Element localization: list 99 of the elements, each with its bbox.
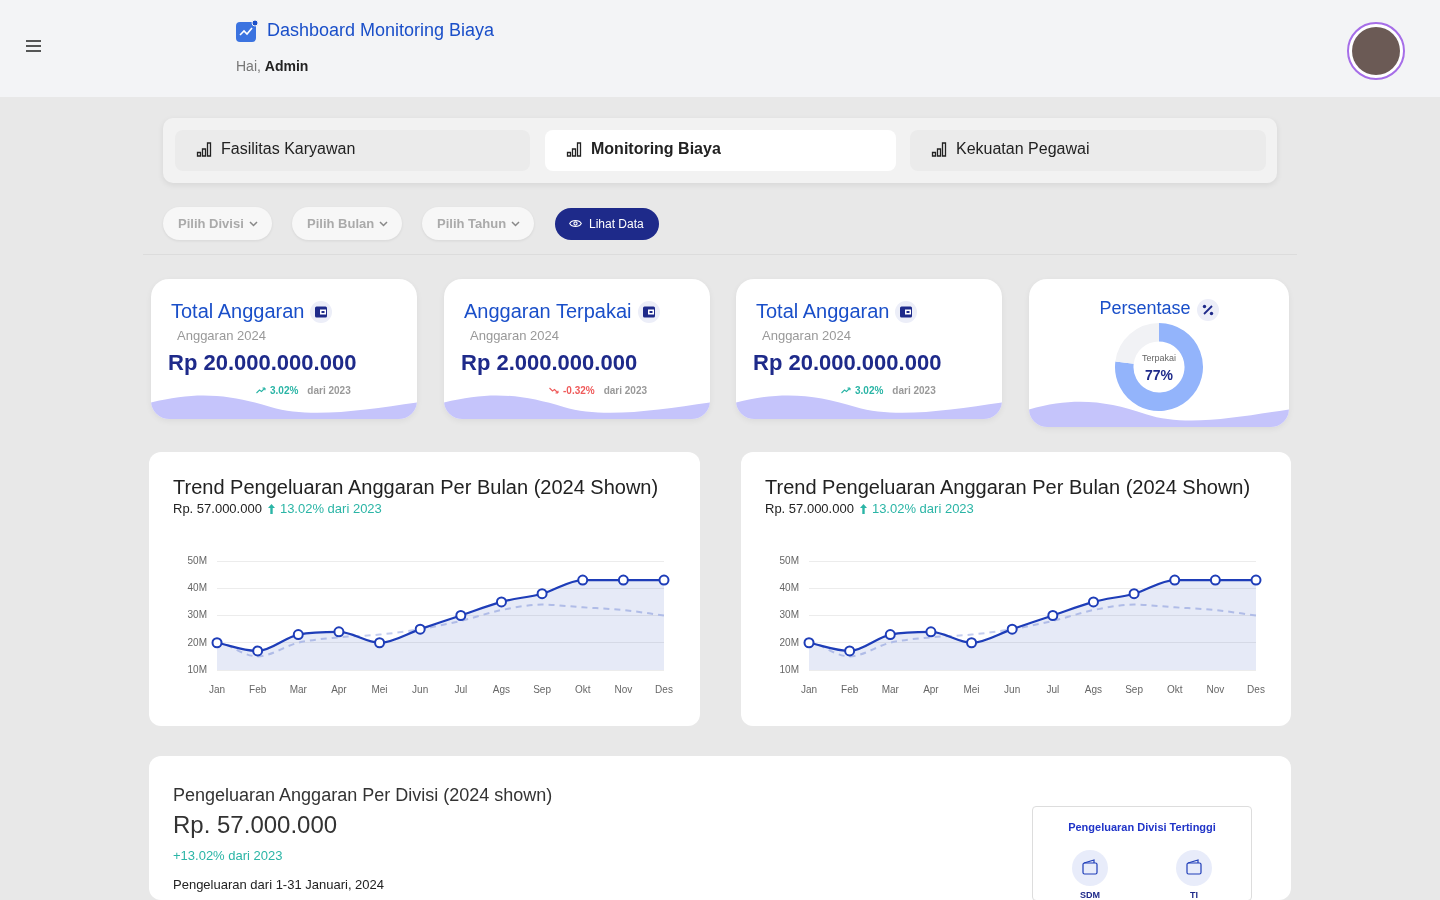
text: Pengeluaran Divisi Tertinggi bbox=[1067, 821, 1217, 835]
chart-subtitle: Rp. 57.000.000 bbox=[765, 501, 854, 517]
y-tick-label: 20M bbox=[187, 636, 207, 648]
text: Pilih Tahun bbox=[437, 216, 507, 232]
y-tick-label: 40M bbox=[187, 582, 207, 593]
point bbox=[844, 645, 856, 657]
x-tick-label: Nov bbox=[1206, 683, 1225, 695]
point bbox=[1006, 623, 1018, 635]
x-tick-label: Jun bbox=[412, 683, 429, 695]
x-tick-label: Apr bbox=[331, 683, 348, 695]
text: 13.02% dari 2023 bbox=[871, 501, 974, 517]
point bbox=[455, 610, 467, 621]
x-tick-label: Jul bbox=[454, 683, 468, 695]
x-tick-label: Sep bbox=[1125, 683, 1144, 695]
text: Lihat Data bbox=[589, 216, 644, 232]
text: Anggaran 2024 bbox=[470, 328, 559, 344]
y-tick-label: 10M bbox=[187, 663, 207, 675]
text: Monitoring Biaya bbox=[591, 139, 721, 159]
x-tick-label: Mei bbox=[963, 683, 980, 695]
point bbox=[211, 637, 223, 649]
text: -0.32% bbox=[563, 385, 595, 397]
y-tick-label: 40M bbox=[779, 582, 799, 593]
text: Pengeluaran dari 1-31 Januari, 2024 bbox=[173, 877, 385, 893]
y-tick-label: 20M bbox=[779, 636, 799, 648]
text: Hai, bbox=[236, 57, 261, 74]
point bbox=[966, 637, 978, 649]
text: TI bbox=[1189, 889, 1199, 900]
x-tick-label: Jun bbox=[1004, 683, 1021, 695]
text: Kekuatan Pegawai bbox=[956, 139, 1090, 159]
point bbox=[577, 574, 589, 586]
point bbox=[1250, 574, 1262, 586]
chart-title: Trend Pengeluaran Anggaran Per Bulan (2024 Shown) bbox=[765, 475, 1251, 499]
text: Pengeluaran Anggaran Per Divisi (2024 shown) bbox=[173, 785, 553, 807]
text: Pilih Divisi bbox=[178, 216, 244, 232]
y-tick-label: 50M bbox=[779, 554, 799, 566]
point bbox=[252, 645, 264, 657]
x-tick-label: Jan bbox=[208, 683, 226, 695]
text: Anggaran 2024 bbox=[177, 328, 266, 344]
point bbox=[1209, 574, 1221, 586]
chart-title: Persentase bbox=[1099, 298, 1191, 320]
text: Rp 2.000.000.000 bbox=[461, 349, 638, 377]
point bbox=[374, 637, 386, 649]
text: 3.02% bbox=[270, 385, 299, 397]
point bbox=[292, 629, 304, 641]
y-tick-label: 30M bbox=[187, 609, 207, 621]
y-tick-label: 30M bbox=[779, 609, 799, 621]
text: Admin bbox=[264, 57, 309, 74]
text: dari 2023 bbox=[307, 385, 351, 397]
x-tick-label: Feb bbox=[249, 683, 267, 695]
text: 3.02% bbox=[855, 385, 884, 397]
text: Rp 20.000.000.000 bbox=[168, 349, 357, 377]
point bbox=[925, 626, 937, 638]
x-tick-label: Mar bbox=[881, 683, 900, 695]
x-tick-label: Jan bbox=[800, 683, 818, 695]
x-tick-label: Mei bbox=[371, 683, 388, 695]
point bbox=[1169, 574, 1181, 586]
text: Pilih Bulan bbox=[307, 216, 375, 232]
x-tick-label: Des bbox=[1247, 683, 1265, 695]
x-tick-label: Des bbox=[655, 683, 673, 695]
x-tick-label: Apr bbox=[923, 683, 940, 695]
text: Fasilitas Karyawan bbox=[221, 139, 356, 159]
text: dari 2023 bbox=[892, 385, 936, 397]
text: Anggaran 2024 bbox=[762, 328, 851, 344]
point bbox=[414, 623, 426, 635]
point bbox=[495, 596, 507, 608]
point bbox=[658, 574, 670, 586]
point bbox=[1087, 596, 1099, 608]
text: Rp. 57.000.000 bbox=[173, 810, 338, 840]
data-label: 77% bbox=[1144, 366, 1174, 383]
point bbox=[1047, 610, 1059, 621]
text: Dashboard Monitoring Biaya bbox=[267, 20, 495, 42]
text: Anggaran Terpakai bbox=[464, 299, 632, 323]
chart-title: Trend Pengeluaran Anggaran Per Bulan (2024 Shown) bbox=[173, 475, 659, 499]
chart-subtitle: Rp. 57.000.000 bbox=[173, 501, 262, 517]
point bbox=[617, 574, 629, 586]
slice-label: Terpakai bbox=[1141, 353, 1177, 364]
x-tick-label: Feb bbox=[841, 683, 859, 695]
text: Rp 20.000.000.000 bbox=[753, 349, 942, 377]
text: Total Anggaran bbox=[756, 299, 890, 323]
point bbox=[333, 626, 345, 638]
text: SDM bbox=[1079, 889, 1101, 900]
x-tick-label: Nov bbox=[614, 683, 633, 695]
x-tick-label: Okt bbox=[1166, 683, 1183, 695]
y-tick-label: 10M bbox=[779, 663, 799, 675]
y-tick-label: 50M bbox=[187, 554, 207, 566]
x-tick-label: Okt bbox=[574, 683, 591, 695]
text: +13.02% dari 2023 bbox=[173, 848, 283, 864]
text: Total Anggaran bbox=[171, 299, 305, 323]
x-tick-label: Jul bbox=[1046, 683, 1060, 695]
x-tick-label: Sep bbox=[533, 683, 552, 695]
point bbox=[536, 588, 548, 600]
point bbox=[884, 629, 896, 641]
text: 13.02% dari 2023 bbox=[279, 501, 382, 517]
x-tick-label: Ags bbox=[1084, 683, 1103, 695]
x-tick-label: Ags bbox=[492, 683, 511, 695]
x-tick-label: Mar bbox=[289, 683, 308, 695]
text: dari 2023 bbox=[603, 385, 648, 397]
point bbox=[803, 637, 815, 649]
point bbox=[1128, 588, 1140, 600]
